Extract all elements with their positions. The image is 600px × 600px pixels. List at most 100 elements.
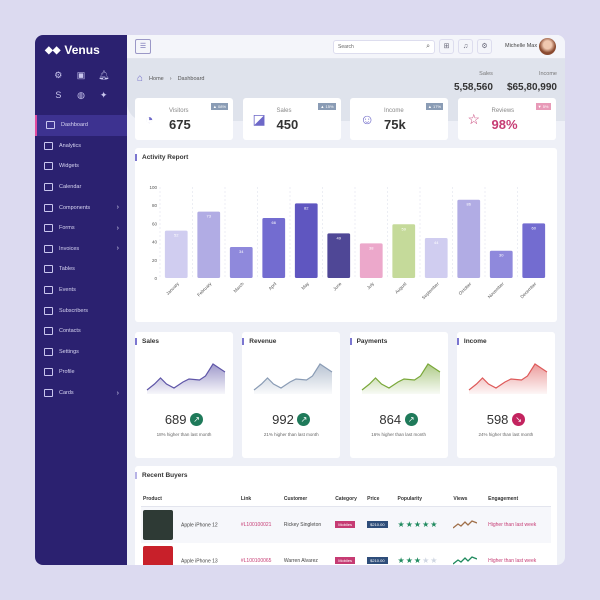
notification-icon[interactable]: ♫ — [458, 39, 473, 54]
cards-icon — [44, 389, 53, 398]
star-icon: ★ — [397, 556, 406, 565]
settings-gear-icon[interactable]: ⚙ — [477, 39, 492, 54]
bar-value-label: 49 — [337, 235, 342, 240]
logo[interactable]: ◆◆ Venus — [45, 43, 100, 57]
sidebar-item-components[interactable]: Components › — [35, 197, 127, 218]
bar-november[interactable] — [489, 250, 513, 278]
sidebar-item-analytics[interactable]: Analytics — [35, 136, 127, 157]
product-image — [143, 545, 173, 565]
bar-october[interactable] — [457, 199, 481, 278]
bar-march[interactable] — [229, 247, 253, 278]
menu-toggle-button[interactable]: ☰ — [135, 39, 151, 54]
bar-value-label: 44 — [434, 240, 439, 245]
table-row[interactable]: Apple iPhone 13 #L100100065 Warren Alvar… — [141, 543, 551, 565]
x-tick-label: March — [233, 281, 246, 294]
sidebar-item-subscribers[interactable]: Subscribers — [35, 300, 127, 321]
search-input[interactable]: Search ⌕ — [333, 40, 435, 54]
sidebar-item-widgets[interactable]: Widgets — [35, 156, 127, 177]
sidebar: ◆◆ Venus ⚙ ▣ 🔔︎ S ◍ ✦ Dashboard Analytics Widge… — [35, 35, 127, 565]
avatar[interactable] — [539, 38, 556, 55]
star-icon: ★ — [430, 556, 439, 565]
bar-september[interactable] — [424, 237, 448, 278]
bar-january[interactable] — [164, 230, 188, 278]
x-tick-label: September — [421, 281, 440, 300]
bar-june[interactable] — [327, 233, 351, 278]
sidebar-item-forms[interactable]: Forms › — [35, 218, 127, 239]
star-icon: ☆ — [467, 111, 481, 127]
sparkline-area-chart — [253, 363, 333, 394]
star-icon: ★ — [422, 520, 431, 530]
trend-up-arrow-icon: ↗ — [297, 413, 311, 426]
twitter-icon[interactable]: ✦ — [99, 89, 108, 100]
notification-bell-icon[interactable]: 🔔︎ — [97, 69, 110, 80]
pie-chart-icon: ◔ — [145, 111, 154, 127]
activity-bar-chart: 0 20 40 60 80 100 52 January 73 February 34 March 66… — [149, 185, 546, 300]
stat-card-sales: ◪ Sales 450 ▲ 15% — [242, 98, 341, 140]
bar-value-label: 38 — [369, 245, 374, 250]
bar-august[interactable] — [392, 224, 416, 278]
x-tick-label: July — [366, 281, 376, 291]
column-header: Popularity — [395, 492, 452, 507]
stat-badge: ▲ 15% — [318, 103, 336, 110]
user-name[interactable]: Michelle Max — [505, 43, 538, 49]
contact-icon[interactable]: ▣ — [76, 69, 86, 80]
price-badge: $210.00 — [367, 556, 388, 564]
sidebar-item-tables[interactable]: Tables — [35, 259, 127, 280]
bar-february[interactable] — [197, 211, 221, 278]
sidebar-item-settings[interactable]: Settings — [35, 342, 127, 363]
sidebar-item-contacts[interactable]: Contacts — [35, 321, 127, 342]
skype-icon[interactable]: S — [55, 90, 62, 100]
mini-card-sales: Sales 689 ↗ 18% higher than last month — [135, 332, 233, 458]
table-row[interactable]: Apple iPhone 12 #L100100021 Rickey Singl… — [141, 506, 551, 543]
sparkline-line — [468, 363, 548, 391]
dribbble-icon[interactable]: ◍ — [77, 89, 85, 100]
mini-card-payments: Payments 864 ↗ 16% higher than last mont… — [349, 332, 448, 458]
y-tick-label: 100 — [149, 185, 157, 190]
column-header: Link — [238, 492, 282, 507]
apps-grid-icon[interactable]: ⊞ — [439, 39, 454, 54]
smiley-icon: ☺ — [360, 111, 375, 127]
activity-report-card: Activity Report 0 20 40 60 80 100 52 January 73 F… — [135, 148, 557, 322]
buyers-table: Product Link Customer Category Price Populari… — [141, 492, 551, 565]
x-tick-label: February — [196, 281, 213, 298]
recent-buyers-title: Recent Buyers — [135, 472, 188, 479]
breadcrumb-home[interactable]: Home — [149, 75, 164, 82]
bar-july[interactable] — [359, 243, 383, 278]
sparkline-line — [361, 363, 440, 391]
y-tick-label: 0 — [154, 276, 157, 281]
column-header: Category — [333, 492, 366, 507]
x-tick-label: January — [165, 281, 180, 296]
bar-value-label: 82 — [304, 205, 309, 210]
subscribers-icon — [44, 306, 53, 315]
sidebar-item-calendar[interactable]: Calendar — [35, 177, 127, 198]
popularity-rating: ★★★★★ — [395, 506, 452, 543]
bar-value-label: 73 — [207, 214, 212, 219]
analytics-icon — [44, 141, 53, 150]
sidebar-item-profile[interactable]: Profile — [35, 362, 127, 383]
sidebar-item-invoices[interactable]: Invoices › — [35, 239, 127, 260]
settings-icon[interactable]: ⚙ — [54, 69, 63, 80]
contacts-icon — [44, 327, 53, 336]
chevron-right-icon: › — [116, 389, 119, 397]
sidebar-item-cards[interactable]: Cards › — [35, 383, 127, 404]
sparkline-area-chart — [468, 363, 548, 394]
trend-down-arrow-icon: ↘ — [512, 413, 526, 426]
total-income: Income $65,80,990 — [506, 71, 557, 93]
bar-april[interactable] — [262, 217, 286, 278]
bar-value-label: 60 — [532, 225, 537, 230]
mini-note: 18% higher than last month — [156, 432, 212, 437]
home-icon: ⌂ — [137, 73, 144, 84]
y-tick-label: 60 — [152, 221, 158, 226]
mini-note: 24% higher than last month — [478, 432, 534, 437]
bar-may[interactable] — [294, 203, 318, 278]
x-tick-label: October — [458, 281, 473, 296]
column-header: Customer — [281, 492, 334, 507]
order-link[interactable]: #L100100065 — [240, 557, 272, 564]
breadcrumb: ⌂ Home › Dashboard — [137, 73, 205, 84]
sidebar-item-events[interactable]: Events — [35, 280, 127, 301]
order-link[interactable]: #L100100021 — [238, 506, 282, 543]
sidebar-item-dashboard[interactable]: Dashboard — [35, 115, 127, 136]
bar-value-label: 34 — [239, 249, 244, 254]
breadcrumb-current: Dashboard — [177, 75, 205, 82]
bar-december[interactable] — [522, 223, 546, 278]
